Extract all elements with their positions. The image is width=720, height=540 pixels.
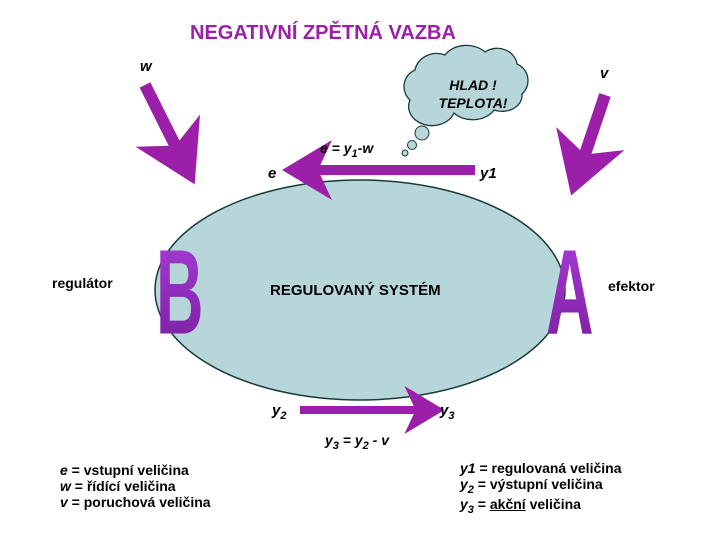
cloud-line1: HLAD !	[428, 77, 518, 95]
equation-bottom: y3 = y2 - v	[325, 432, 389, 452]
arrow-w	[145, 85, 185, 165]
letter-a: A	[546, 233, 594, 354]
label-e: e	[268, 165, 276, 182]
label-v: v	[600, 65, 608, 82]
cloud-text: HLAD ! TEPLOTA!	[428, 77, 518, 112]
label-y3: y3	[440, 402, 454, 422]
label-y2: y2	[272, 402, 286, 422]
equation-top: e = y1-w	[320, 140, 373, 160]
label-y1: y1	[480, 165, 497, 182]
cloud-line2: TEPLOTA!	[428, 95, 518, 113]
ellipse-label: REGULOVANÝ SYSTÉM	[270, 282, 441, 299]
diagram-canvas	[0, 0, 720, 540]
label-w: w	[140, 58, 152, 75]
label-efektor: efektor	[608, 278, 655, 294]
diagram-title: NEGATIVNÍ ZPĚTNÁ VAZBA	[190, 22, 456, 45]
letter-b: B	[156, 233, 204, 354]
legend-left: e = vstupní veličina w = řídící veličina…	[60, 462, 211, 510]
legend-right: y1 = regulovaná veličina y2 = výstupní v…	[460, 460, 621, 516]
label-regulator: regulátor	[52, 275, 113, 291]
arrow-v	[578, 95, 605, 175]
